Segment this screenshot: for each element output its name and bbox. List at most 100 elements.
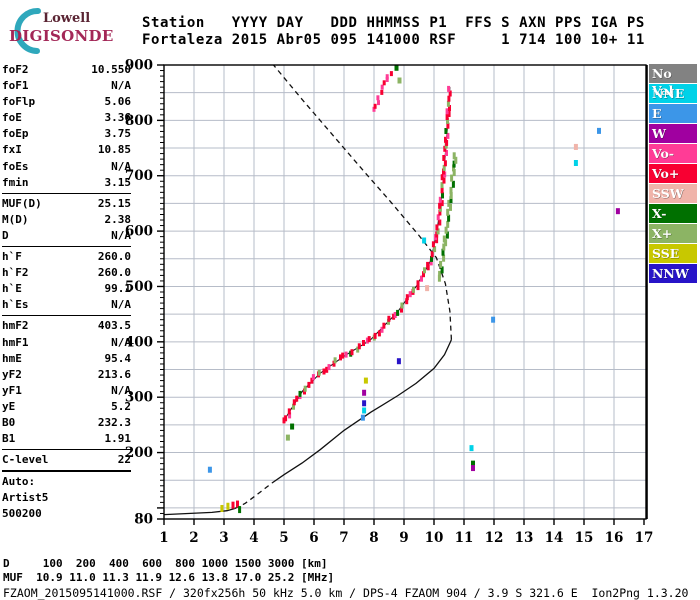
footer-file-row: FZAOM_2015095141000.RSF / 320fx256h 50 k… (3, 586, 689, 600)
param-label: B0 (2, 415, 16, 429)
svg-text:6: 6 (309, 530, 318, 546)
param-label: yF2 (2, 367, 22, 381)
legend-item-x+: X+ (649, 224, 697, 243)
param-label: D (2, 228, 9, 242)
param-row: 500200 (2, 506, 131, 522)
svg-text:7: 7 (339, 530, 348, 546)
param-group: h`F 260.0 h`F2 260.0 h`E 99.1 h`Es N/A (2, 246, 131, 315)
param-row: Artist5 (2, 490, 131, 506)
param-label: Artist5 (2, 491, 49, 505)
param-value: N/A (111, 159, 131, 173)
svg-text:3: 3 (219, 530, 228, 546)
param-value: 260.0 (97, 250, 131, 264)
header-row-1: Station YYYY DAY DDD HHMMSS P1 FFS S AXN… (142, 15, 645, 31)
trace (437, 152, 458, 282)
param-label: foF1 (2, 79, 29, 93)
svg-text:15: 15 (575, 530, 594, 546)
svg-text:80: 80 (134, 512, 153, 528)
svg-text:1: 1 (159, 530, 168, 546)
legend-item-no-val: No Val (649, 64, 697, 98)
param-row: yF1 N/A (2, 383, 131, 399)
profile-line (163, 64, 453, 516)
param-label: yF1 (2, 383, 22, 397)
param-value: N/A (111, 79, 131, 93)
param-value: 5.06 (104, 95, 132, 109)
param-value: 403.5 (97, 319, 131, 333)
param-label: fxI (2, 143, 22, 157)
param-row: h`Es N/A (2, 297, 131, 313)
legend-item-nne: NNE (649, 84, 697, 103)
svg-text:400: 400 (125, 334, 153, 350)
param-value: 25.15 (97, 196, 131, 210)
param-row: MUF(D) 25.15 (2, 196, 131, 212)
param-row: hmF2 403.5 (2, 318, 131, 334)
param-value: 5.2 (111, 399, 131, 413)
param-value: 213.6 (97, 367, 131, 381)
legend-item-vo-: Vo- (649, 144, 697, 163)
legend-item-vo+: Vo+ (649, 164, 697, 183)
param-value: N/A (111, 228, 131, 242)
param-label: B1 (2, 432, 16, 446)
param-row: hmE 95.4 (2, 351, 131, 367)
param-row: h`F 260.0 (2, 249, 131, 265)
logo-lowell-text: Lowell (43, 11, 91, 26)
param-row: yE 5.2 (2, 399, 131, 415)
footer-muf-row: MUF 10.9 11.0 11.3 11.9 12.6 13.8 17.0 2… (3, 571, 335, 584)
echo-traces (282, 71, 458, 424)
svg-text:2: 2 (189, 530, 198, 546)
param-value: 95.4 (104, 351, 132, 365)
param-row: h`F2 260.0 (2, 265, 131, 281)
param-row: foEs N/A (2, 159, 131, 175)
footer-d-row: D 100 200 400 600 800 1000 1500 3000 [km… (3, 557, 328, 570)
param-value: N/A (111, 335, 131, 349)
param-label: foFlp (2, 95, 36, 109)
param-label: foEp (2, 127, 29, 141)
header-row-2: Fortaleza 2015 Abr05 095 141000 RSF 1 71… (142, 31, 645, 48)
legend-item-nnw: NNW (649, 264, 697, 283)
svg-text:4: 4 (249, 530, 258, 546)
trace (282, 85, 452, 424)
param-group: MUF(D) 25.15 M(D) 2.38 D N/A (2, 192, 132, 246)
param-label: MUF(D) (2, 196, 42, 210)
param-label: h`F2 (2, 266, 29, 280)
param-value: 232.3 (97, 415, 131, 429)
station-header: Station YYYY DAY DDD HHMMSS P1 FFS S AXN… (142, 15, 645, 48)
svg-text:500: 500 (125, 279, 153, 295)
param-group: foF2 10.550 foF1 N/A foFlp 5.06 foE 3.36 foEp 3.7… (2, 62, 131, 193)
svg-text:5: 5 (279, 530, 288, 546)
svg-text:600: 600 (125, 224, 153, 240)
param-group: hmF2 403.5 hmF1 N/A hmE 95.4 yF2 213.6 yF1 N/A yE 5… (2, 315, 131, 449)
svg-text:9: 9 (399, 530, 408, 546)
logo-digisonde-text: DIGISONDE (9, 27, 114, 45)
param-row: hmF1 N/A (2, 335, 131, 351)
param-value: 22 (117, 453, 131, 467)
param-label: M(D) (2, 212, 29, 226)
legend-item-sse: SSE (649, 244, 697, 263)
param-label: h`E (2, 282, 22, 296)
param-row: fxI 10.85 (2, 142, 131, 158)
chart-grid (164, 65, 646, 519)
svg-text:16: 16 (605, 530, 624, 546)
param-label: hmF2 (2, 319, 29, 333)
lowell-digisonde-logo: Lowell DIGISONDE (2, 4, 132, 56)
param-value: 10.85 (97, 143, 131, 157)
param-label: hmE (2, 351, 22, 365)
legend-item-ssw: SSW (649, 184, 697, 203)
param-value: 2.38 (104, 212, 132, 226)
svg-text:700: 700 (125, 168, 153, 184)
param-value: N/A (111, 383, 131, 397)
param-row: foFlp 5.06 (2, 94, 131, 110)
param-row: B0 232.3 (2, 415, 131, 431)
scattered-echoes (207, 64, 620, 514)
param-value: N/A (111, 298, 131, 312)
svg-text:12: 12 (485, 530, 504, 546)
param-row: D N/A (2, 228, 131, 244)
svg-text:900: 900 (125, 58, 153, 74)
param-row: h`E 99.1 (2, 281, 131, 297)
param-value: 3.75 (104, 127, 132, 141)
param-row: C-level 22 (2, 452, 131, 468)
param-label: Auto: (2, 475, 36, 489)
